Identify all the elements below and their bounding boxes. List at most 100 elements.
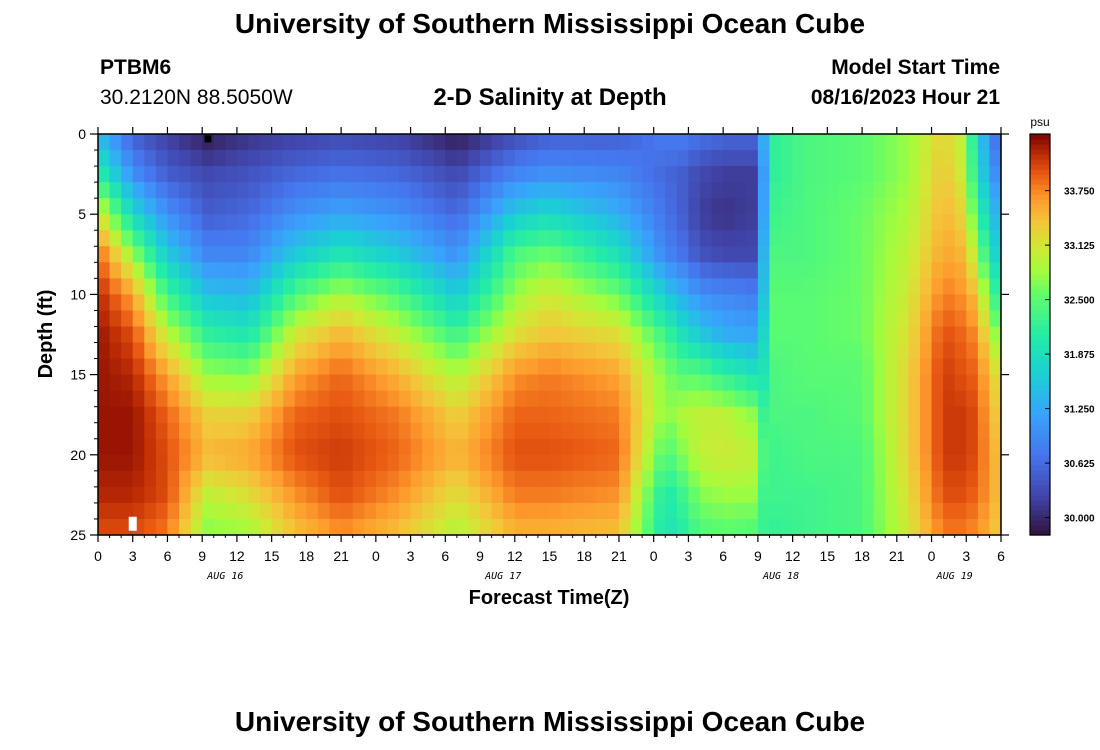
heatmap-cell: [352, 262, 365, 279]
heatmap-cell: [387, 310, 400, 328]
heatmap-cell: [375, 470, 389, 488]
heatmap-cell: [387, 294, 400, 312]
heatmap-cell: [815, 470, 828, 488]
heatmap-cell: [144, 358, 157, 376]
heatmap-cell: [514, 454, 527, 472]
heatmap-cell: [387, 422, 400, 440]
heatmap-cell: [364, 294, 377, 312]
heatmap-cell: [653, 374, 666, 392]
heatmap-cell: [503, 278, 516, 295]
heatmap-cell: [329, 246, 342, 263]
heatmap-cell: [410, 134, 423, 151]
heatmap-cell: [98, 438, 111, 456]
heatmap-cell: [167, 390, 180, 408]
heatmap-cell: [943, 486, 956, 504]
colorbar-swatch: [1030, 299, 1050, 306]
heatmap-cell: [653, 326, 666, 344]
heatmap-cell: [236, 358, 250, 376]
heatmap-cell: [341, 438, 354, 456]
heatmap-cell: [236, 134, 250, 151]
heatmap-cell: [943, 230, 956, 247]
heatmap-cell: [364, 214, 377, 231]
heatmap-cell: [966, 422, 979, 440]
heatmap-cell: [919, 454, 933, 472]
heatmap-cell: [132, 310, 145, 328]
heatmap-cell: [537, 390, 551, 408]
heatmap-cell: [549, 342, 562, 360]
heatmap-cell: [468, 438, 481, 456]
x-tick-label: 15: [542, 548, 558, 564]
heatmap-cell: [317, 454, 331, 472]
heatmap-cell: [167, 214, 180, 231]
heatmap-cell: [838, 294, 852, 312]
heatmap-cell: [850, 470, 863, 488]
heatmap-cell: [850, 198, 863, 215]
heatmap-cell: [375, 214, 389, 231]
heatmap-cell: [433, 486, 446, 504]
heatmap-cell: [526, 166, 539, 183]
heatmap-cell: [561, 326, 574, 344]
heatmap-cell: [399, 150, 412, 167]
colorbar-swatch: [1030, 169, 1050, 175]
heatmap-cell: [734, 502, 747, 520]
heatmap-cell: [908, 278, 921, 295]
heatmap-cell: [445, 278, 458, 295]
heatmap-cell: [294, 198, 307, 215]
heatmap-cell: [317, 166, 331, 183]
heatmap-cell: [317, 134, 331, 151]
heatmap-cell: [422, 310, 435, 328]
heatmap-cell: [642, 518, 655, 536]
heatmap-cell: [456, 134, 470, 151]
heatmap-cell: [688, 294, 701, 312]
heatmap-cell: [954, 518, 967, 536]
heatmap-cell: [618, 374, 632, 392]
heatmap-cell: [422, 230, 435, 247]
heatmap-cell: [236, 310, 250, 328]
heatmap-cell: [491, 278, 504, 295]
x-tick-label: 3: [685, 548, 693, 564]
heatmap-cell: [179, 374, 192, 392]
heatmap-cell: [862, 502, 875, 520]
heatmap-cell: [491, 502, 504, 520]
heatmap-cell: [329, 134, 342, 151]
heatmap-cell: [989, 326, 1002, 344]
heatmap-cell: [827, 262, 840, 279]
heatmap-cell: [329, 310, 342, 328]
heatmap-cell: [642, 294, 655, 312]
heatmap-cell: [862, 326, 875, 344]
heatmap-cell: [653, 134, 666, 151]
heatmap-cell: [306, 134, 319, 151]
heatmap-cell: [630, 182, 643, 199]
heatmap-cell: [317, 182, 331, 199]
heatmap-cell: [468, 150, 481, 167]
heatmap-cell: [422, 470, 435, 488]
heatmap-cell: [306, 502, 319, 520]
heatmap-cell: [109, 374, 122, 392]
heatmap-cell: [109, 214, 122, 231]
heatmap-cell: [503, 150, 516, 167]
heatmap-cell: [526, 374, 539, 392]
heatmap-cell: [561, 230, 574, 247]
heatmap-cell: [202, 502, 215, 520]
heatmap-cell: [665, 454, 678, 472]
heatmap-cell: [931, 406, 944, 424]
heatmap-cell: [537, 422, 551, 440]
heatmap-cell: [190, 518, 203, 536]
heatmap-cell: [121, 454, 134, 472]
heatmap-cell: [931, 166, 944, 183]
station-coordinates: 30.2120N 88.5050W: [100, 86, 293, 109]
heatmap-cell: [862, 486, 875, 504]
heatmap-cell: [862, 310, 875, 328]
heatmap-cell: [885, 182, 898, 199]
heatmap-cell: [341, 326, 354, 344]
heatmap-cell: [804, 454, 817, 472]
heatmap-cell: [977, 182, 991, 199]
heatmap-cell: [862, 150, 875, 167]
heatmap-cell: [908, 486, 921, 504]
heatmap-cell: [283, 502, 296, 520]
heatmap-cell: [422, 134, 435, 151]
heatmap-cell: [364, 470, 377, 488]
heatmap-cell: [167, 150, 180, 167]
heatmap-cell: [561, 134, 574, 151]
heatmap-cell: [931, 230, 944, 247]
